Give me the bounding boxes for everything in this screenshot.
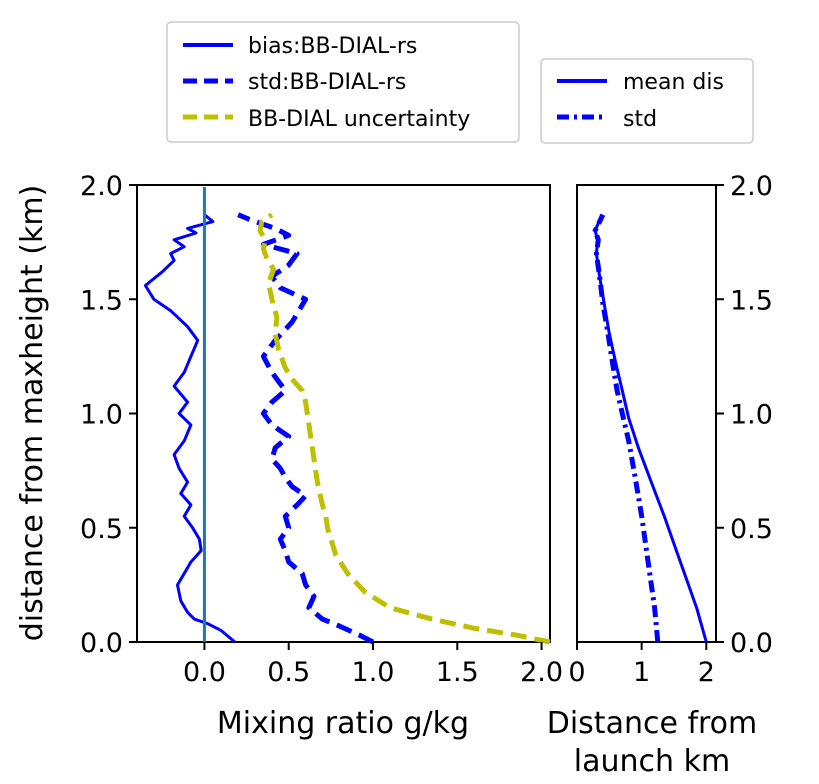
- left-series-bb-dial-uncertainty: [257, 212, 551, 645]
- right-series-std: [592, 213, 661, 643]
- right-y-tick-label: 0.5: [730, 514, 773, 545]
- legend-left-frame: [166, 21, 520, 143]
- legend-label-std: std: [623, 107, 657, 132]
- left-plot-area: 0.0 0.5 1.0 1.5 2.0 0.0 0.5 1.0 1.5 2.0 Mixing r…: [15, 171, 563, 741]
- right-x-axis-title-line1: Distance from: [547, 706, 758, 741]
- left-y-ticks: 0.0 0.5 1.0 1.5 2.0: [80, 171, 137, 659]
- left-x-tick-label: 2.0: [520, 657, 563, 688]
- left-series-std-bb-dial-rs: [237, 212, 375, 645]
- right-x-tick-label: 1: [633, 657, 650, 688]
- legend-label-uncertainty: BB-DIAL uncertainty: [248, 107, 470, 132]
- left-y-tick-label: 2.0: [80, 171, 123, 202]
- legend-label-std-rs: std:BB-DIAL-rs: [248, 70, 406, 95]
- left-y-tick-label: 1.0: [80, 400, 123, 431]
- left-x-tick-label: 1.5: [436, 657, 479, 688]
- right-series-mean-dis: [593, 214, 708, 643]
- right-x-tick-label: 2: [698, 657, 715, 688]
- left-plot-frame: [136, 184, 551, 643]
- right-y-tick-label: 1.0: [730, 400, 773, 431]
- left-y-tick-label: 0.0: [80, 628, 123, 659]
- left-x-axis-title: Mixing ratio g/kg: [217, 706, 469, 741]
- left-x-tick-label: 0.5: [267, 657, 310, 688]
- left-x-tick-label: 0.0: [183, 657, 226, 688]
- right-x-ticks: 0 1 2: [568, 642, 715, 688]
- left-x-tick-label: 1.0: [352, 657, 395, 688]
- left-series-group: [143, 212, 551, 645]
- legend-label-mean-dis: mean dis: [623, 70, 724, 95]
- legend-right: mean dis std: [540, 58, 754, 144]
- right-y-tick-label: 1.5: [730, 285, 773, 316]
- right-y-tick-label: 0.0: [730, 628, 773, 659]
- right-y-tick-label: 2.0: [730, 171, 773, 202]
- legend-label-bias: bias:BB-DIAL-rs: [248, 34, 417, 59]
- right-x-tick-label: 0: [568, 657, 585, 688]
- left-y-axis-title: distance from maxheight (km): [15, 185, 50, 642]
- left-y-tick-label: 0.5: [80, 514, 123, 545]
- right-series-group: [592, 213, 708, 643]
- right-y-ticks: 0.0 0.5 1.0 1.5 2.0: [716, 171, 773, 659]
- left-x-ticks: 0.0 0.5 1.0 1.5 2.0: [183, 642, 563, 688]
- right-x-axis-title-line2: launch km: [574, 744, 730, 779]
- left-series-bias-bb-dial-rs: [143, 213, 236, 644]
- left-y-tick-label: 1.5: [80, 285, 123, 316]
- legend-left: bias:BB-DIAL-rs std:BB-DIAL-rs BB-DIAL u…: [166, 21, 520, 143]
- right-plot-area: 0 1 2 0.0 0.5 1.0 1.5 2.0 Distance from launch…: [547, 171, 773, 779]
